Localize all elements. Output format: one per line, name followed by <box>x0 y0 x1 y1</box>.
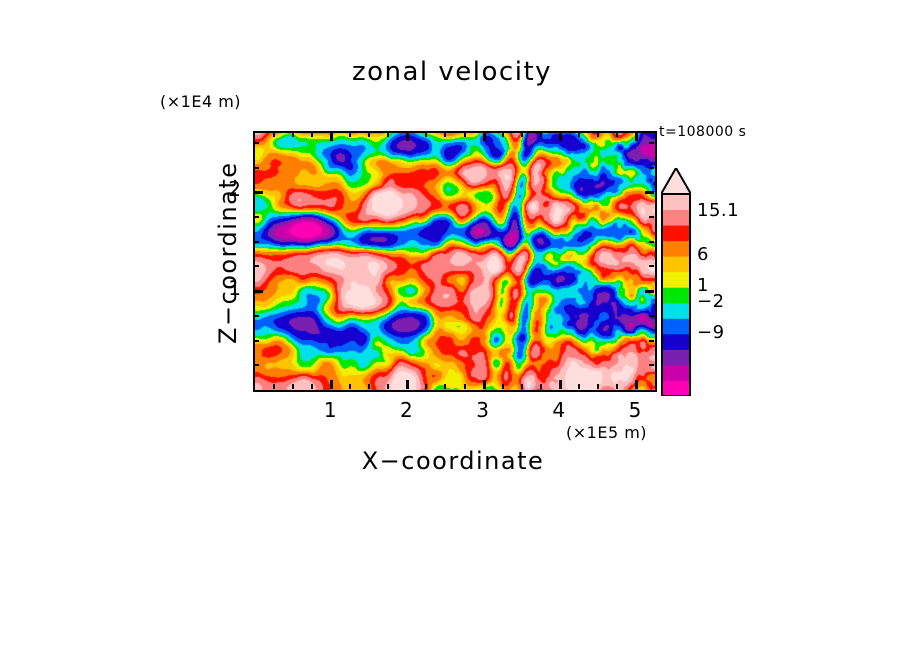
colorbar-band <box>661 194 691 211</box>
axis-tick <box>649 339 654 342</box>
colorbar-band <box>661 364 691 381</box>
axis-tick <box>645 290 654 294</box>
axis-tick <box>387 384 390 389</box>
colorbar-band <box>661 225 691 242</box>
axis-tick <box>444 132 447 137</box>
axis-tick <box>273 132 276 137</box>
contour-plot-area <box>253 131 657 392</box>
page-title: zonal velocity <box>351 57 553 87</box>
axis-tick <box>368 132 371 137</box>
axis-tick <box>254 290 263 294</box>
colorbar-band <box>661 287 691 304</box>
axis-tick <box>311 384 314 389</box>
axis-tick <box>615 132 618 137</box>
colorbar <box>661 168 691 396</box>
colorbar-band <box>661 271 691 288</box>
axis-tick <box>482 380 486 389</box>
axis-tick <box>254 265 259 268</box>
axis-tick <box>645 191 654 195</box>
colorbar-band <box>661 318 691 335</box>
axis-tick <box>615 384 618 389</box>
x-axis-label: X−coordinate <box>361 447 545 475</box>
axis-tick <box>273 384 276 389</box>
colorbar-swatches <box>661 168 691 396</box>
x-tick-label: 2 <box>400 398 413 422</box>
axis-tick <box>520 132 523 137</box>
axis-tick <box>254 141 259 144</box>
axis-tick <box>292 384 295 389</box>
colorbar-band <box>661 209 691 226</box>
axis-tick <box>558 380 562 389</box>
axis-tick <box>406 380 410 389</box>
x-tick-label: 5 <box>628 398 642 422</box>
axis-tick <box>577 384 580 389</box>
axis-tick <box>311 132 314 137</box>
axis-tick <box>501 132 504 137</box>
axis-tick <box>254 314 259 317</box>
axis-tick <box>463 132 466 137</box>
axis-tick <box>425 384 428 389</box>
axis-tick <box>539 384 542 389</box>
axis-tick <box>482 132 486 141</box>
y-axis-unit-label: (×1E4 m) <box>160 92 242 111</box>
colorbar-tick-label: 1 <box>697 275 709 297</box>
axis-tick <box>254 339 259 342</box>
axis-tick <box>634 132 638 141</box>
axis-tick <box>254 191 263 195</box>
axis-tick <box>634 380 638 389</box>
axis-tick <box>520 384 523 389</box>
x-tick-label: 1 <box>323 398 337 422</box>
axis-tick <box>254 216 259 219</box>
colorbar-tick-label: −9 <box>697 321 725 343</box>
axis-tick <box>539 132 542 137</box>
colorbar-band <box>661 333 691 350</box>
axis-tick <box>558 132 562 141</box>
axis-tick <box>501 384 504 389</box>
colorbar-frame <box>661 193 691 396</box>
colorbar-tick-label: 15.1 <box>697 199 740 221</box>
axis-tick <box>387 132 390 137</box>
x-tick-label: 3 <box>476 398 489 422</box>
axis-tick <box>649 265 654 268</box>
zonal-velocity-contour-field <box>255 133 655 390</box>
colorbar-tick-label: −2 <box>697 290 725 312</box>
axis-tick <box>649 364 654 367</box>
time-annotation: t=108000 s <box>659 124 747 140</box>
axis-tick <box>349 384 352 389</box>
axis-tick <box>649 166 654 169</box>
axis-tick <box>463 384 466 389</box>
colorbar-tick-label: 6 <box>697 244 709 266</box>
colorbar-band <box>661 302 691 319</box>
colorbar-band <box>661 240 691 257</box>
axis-tick <box>254 240 259 243</box>
axis-tick <box>649 240 654 243</box>
axis-tick <box>649 141 654 144</box>
axis-tick <box>330 132 334 141</box>
x-axis-unit-label: (×1E5 m) <box>566 423 648 442</box>
axis-tick <box>330 380 334 389</box>
y-tick-label: 2 <box>228 177 241 202</box>
axis-tick <box>406 132 410 141</box>
axis-tick <box>368 384 371 389</box>
colorbar-band <box>661 349 691 366</box>
colorbar-band <box>661 256 691 273</box>
colorbar-band <box>661 380 691 396</box>
axis-tick <box>254 364 259 367</box>
axis-tick <box>254 166 259 169</box>
colorbar-arrow-icon <box>661 168 691 195</box>
axis-tick <box>649 216 654 219</box>
axis-tick <box>444 384 447 389</box>
axis-tick <box>577 132 580 137</box>
y-tick-label: 1 <box>228 276 241 301</box>
axis-tick <box>425 132 428 137</box>
axis-tick <box>349 132 352 137</box>
axis-tick <box>292 132 295 137</box>
axis-tick <box>596 384 599 389</box>
axis-tick <box>596 132 599 137</box>
x-tick-label: 4 <box>552 398 566 422</box>
axis-tick <box>649 314 654 317</box>
